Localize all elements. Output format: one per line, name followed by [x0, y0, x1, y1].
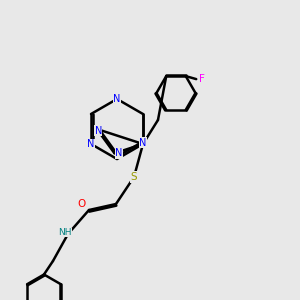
Text: NH: NH	[58, 228, 72, 237]
Text: F: F	[199, 74, 205, 84]
Text: N: N	[87, 139, 95, 149]
Text: N: N	[113, 94, 121, 104]
Text: N: N	[94, 125, 102, 136]
Text: O: O	[77, 199, 86, 209]
Text: N: N	[115, 148, 123, 158]
Text: N: N	[139, 137, 147, 148]
Text: S: S	[131, 172, 137, 182]
